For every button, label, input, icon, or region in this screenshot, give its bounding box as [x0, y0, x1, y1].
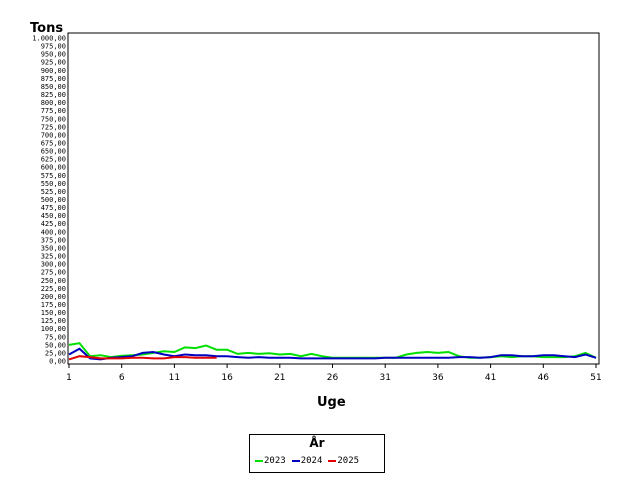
- y-tick-label: 225,00: [41, 285, 66, 293]
- legend-swatch: [291, 460, 300, 462]
- y-tick-label: 875,00: [41, 75, 66, 83]
- y-tick-label: 575,00: [41, 172, 66, 180]
- y-axis: 0,0025,0050,0075,00100,00125,00150,00175…: [32, 35, 66, 366]
- y-tick-label: 500,00: [41, 196, 66, 204]
- y-tick-label: 475,00: [41, 204, 66, 212]
- legend-label: 2024: [300, 456, 323, 466]
- series-line-2024: [68, 347, 597, 361]
- y-tick-label: 75,00: [45, 333, 66, 341]
- y-tick-label: 675,00: [41, 139, 66, 147]
- y-tick-label: 400,00: [41, 228, 66, 236]
- x-axis: 1 6 11 16 21 26 31 36 41 46 51: [66, 364, 602, 383]
- y-tick-label: 825,00: [41, 91, 66, 99]
- legend-item-2024: 2024: [291, 456, 323, 466]
- y-tick-label: 700,00: [41, 131, 66, 139]
- legend-item-2023: 2023: [255, 456, 286, 466]
- y-tick-label: 300,00: [41, 261, 66, 269]
- y-tick-label: 0,00: [49, 358, 66, 366]
- x-tick-label: 1: [66, 373, 72, 383]
- y-tick-label: 650,00: [41, 148, 66, 156]
- y-tick-label: 200,00: [41, 293, 66, 301]
- y-tick-label: 800,00: [41, 99, 66, 107]
- y-tick-label: 350,00: [41, 244, 66, 252]
- plot-area: [67, 32, 600, 365]
- x-tick-label: 11: [169, 373, 180, 383]
- y-tick-label: 975,00: [41, 43, 66, 51]
- x-tick-label: 41: [485, 373, 496, 383]
- x-tick-label: 21: [274, 373, 285, 383]
- y-tick-label: 375,00: [41, 236, 66, 244]
- y-tick-label: 750,00: [41, 115, 66, 123]
- legend-swatch: [255, 460, 263, 462]
- y-tick-label: 450,00: [41, 212, 66, 220]
- y-tick-label: 550,00: [41, 180, 66, 188]
- y-tick-label: 175,00: [41, 301, 66, 309]
- x-tick-label: 6: [119, 373, 125, 383]
- y-tick-label: 850,00: [41, 83, 66, 91]
- y-tick-label: 775,00: [41, 107, 66, 115]
- x-tick-label: 36: [432, 373, 444, 383]
- x-tick-label: 46: [538, 373, 550, 383]
- y-tick-label: 125,00: [41, 317, 66, 325]
- y-tick-label: 325,00: [41, 253, 66, 261]
- x-tick-label: 16: [221, 373, 233, 383]
- legend-item-2025: 2025: [328, 456, 359, 466]
- y-tick-label: 100,00: [41, 325, 66, 333]
- y-tick-label: 425,00: [41, 220, 66, 228]
- series-line-2025: [68, 355, 217, 361]
- y-tick-label: 25,00: [45, 349, 66, 357]
- legend-swatch: [328, 460, 337, 462]
- y-tick-label: 525,00: [41, 188, 66, 196]
- legend-items: 2023 2024 2025: [255, 456, 359, 466]
- y-tick-label: 725,00: [41, 123, 66, 131]
- y-tick-label: 250,00: [41, 277, 66, 285]
- legend: År 2023 2024 2025: [249, 434, 385, 473]
- y-tick-label: 600,00: [41, 164, 66, 172]
- x-tick-label: 51: [590, 373, 601, 383]
- x-axis-title: Uge: [317, 395, 346, 410]
- y-tick-label: 925,00: [41, 59, 66, 67]
- y-tick-label: 1.000,00: [32, 35, 66, 43]
- y-tick-label: 625,00: [41, 156, 66, 164]
- y-axis-title: Tons: [30, 21, 63, 36]
- chart: Tons 0,0025,0050,0075,00100,00125,00150,…: [30, 21, 602, 410]
- y-tick-label: 50,00: [45, 341, 66, 349]
- y-tick-label: 275,00: [41, 269, 66, 277]
- legend-label: 2025: [337, 456, 360, 466]
- x-tick-label: 26: [327, 373, 339, 383]
- x-tick-label: 31: [379, 373, 390, 383]
- series-group: [68, 342, 597, 361]
- y-tick-label: 950,00: [41, 51, 66, 59]
- y-tick-label: 900,00: [41, 67, 66, 75]
- legend-title: År: [309, 436, 325, 450]
- y-tick-label: 150,00: [41, 309, 66, 317]
- legend-label: 2023: [264, 456, 286, 466]
